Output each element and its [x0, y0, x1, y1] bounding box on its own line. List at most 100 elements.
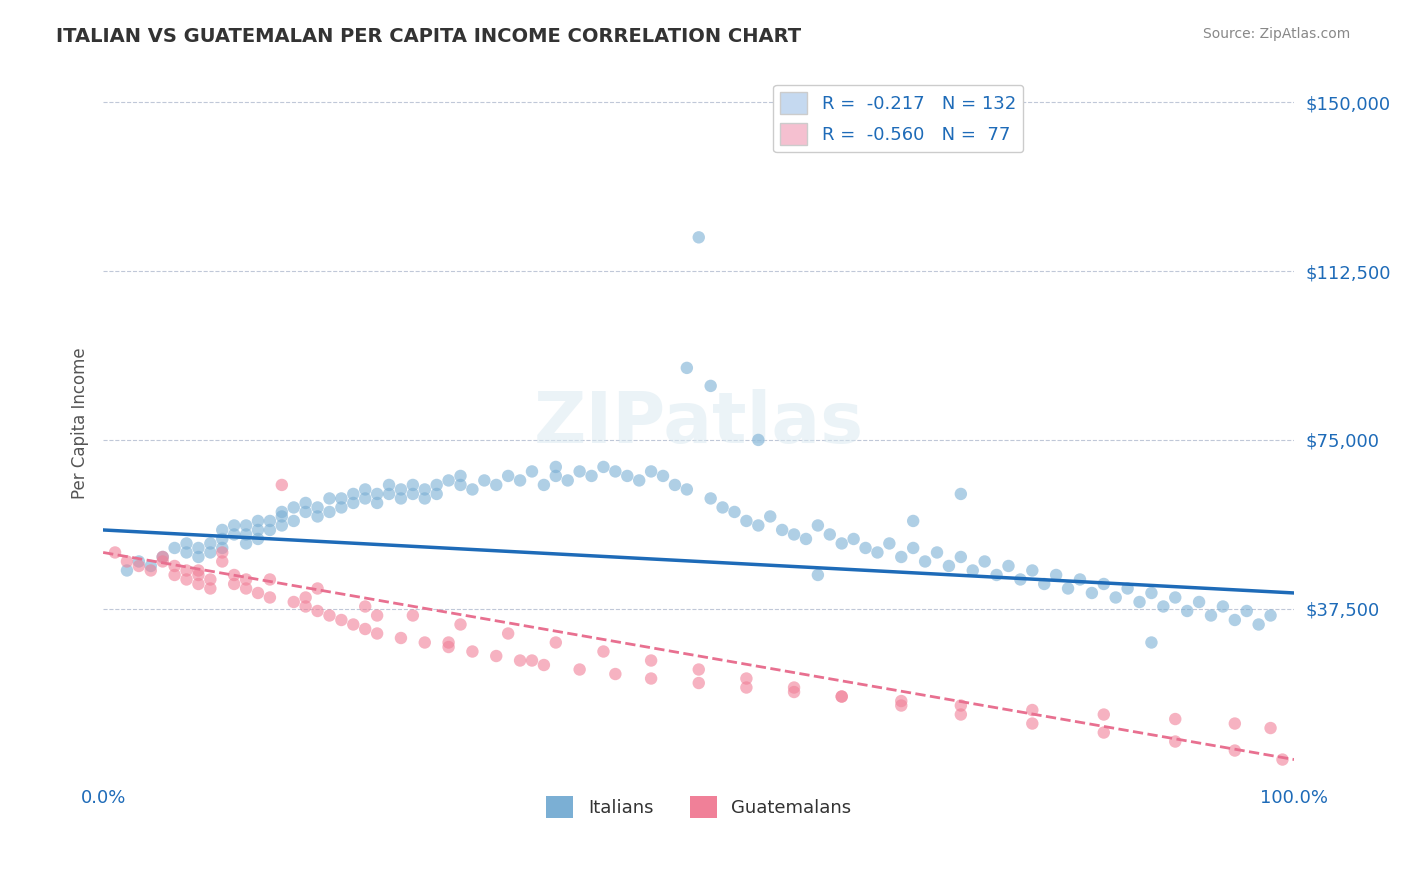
Text: ITALIAN VS GUATEMALAN PER CAPITA INCOME CORRELATION CHART: ITALIAN VS GUATEMALAN PER CAPITA INCOME …	[56, 27, 801, 45]
Point	[1069, 573, 1091, 587]
Point	[413, 635, 436, 649]
Point	[246, 523, 269, 537]
Point	[605, 465, 627, 479]
Point	[342, 496, 364, 510]
Point	[1164, 712, 1187, 726]
Point	[949, 707, 972, 722]
Point	[115, 564, 138, 578]
Point	[235, 573, 257, 587]
Point	[807, 568, 830, 582]
Point	[592, 644, 614, 658]
Point	[1092, 577, 1115, 591]
Point	[176, 545, 198, 559]
Point	[307, 500, 329, 515]
Point	[450, 617, 472, 632]
Point	[389, 631, 412, 645]
Point	[426, 487, 449, 501]
Point	[461, 483, 484, 497]
Point	[200, 536, 222, 550]
Point	[890, 694, 912, 708]
Point	[235, 536, 257, 550]
Point	[235, 527, 257, 541]
Point	[962, 564, 984, 578]
Point	[1045, 568, 1067, 582]
Point	[200, 582, 222, 596]
Point	[259, 573, 281, 587]
Point	[283, 500, 305, 515]
Point	[163, 558, 186, 573]
Point	[605, 667, 627, 681]
Point	[1236, 604, 1258, 618]
Point	[1021, 703, 1043, 717]
Point	[402, 608, 425, 623]
Point	[1092, 725, 1115, 739]
Point	[224, 568, 246, 582]
Point	[925, 545, 948, 559]
Point	[842, 532, 865, 546]
Point	[652, 469, 675, 483]
Point	[949, 698, 972, 713]
Point	[224, 527, 246, 541]
Point	[1081, 586, 1104, 600]
Point	[1260, 608, 1282, 623]
Point	[831, 690, 853, 704]
Point	[879, 536, 901, 550]
Point	[485, 478, 508, 492]
Point	[450, 478, 472, 492]
Point	[831, 536, 853, 550]
Point	[389, 491, 412, 506]
Point	[1057, 582, 1080, 596]
Point	[270, 509, 292, 524]
Point	[307, 582, 329, 596]
Point	[211, 523, 233, 537]
Point	[128, 558, 150, 573]
Point	[354, 599, 377, 614]
Point	[1033, 577, 1056, 591]
Point	[259, 523, 281, 537]
Point	[688, 663, 710, 677]
Point	[294, 505, 316, 519]
Point	[1152, 599, 1174, 614]
Point	[330, 613, 353, 627]
Point	[437, 474, 460, 488]
Point	[938, 558, 960, 573]
Point	[1175, 604, 1198, 618]
Point	[794, 532, 817, 546]
Point	[1188, 595, 1211, 609]
Point	[581, 469, 603, 483]
Point	[520, 465, 543, 479]
Point	[664, 478, 686, 492]
Point	[366, 487, 388, 501]
Point	[640, 672, 662, 686]
Text: ZIPatlas: ZIPatlas	[534, 389, 863, 458]
Point	[901, 541, 924, 555]
Point	[224, 577, 246, 591]
Point	[413, 483, 436, 497]
Point	[402, 487, 425, 501]
Point	[211, 532, 233, 546]
Point	[509, 474, 531, 488]
Point	[211, 554, 233, 568]
Point	[1140, 586, 1163, 600]
Point	[259, 514, 281, 528]
Point	[509, 653, 531, 667]
Point	[890, 549, 912, 564]
Point	[389, 483, 412, 497]
Point	[461, 644, 484, 658]
Point	[592, 459, 614, 474]
Point	[139, 564, 162, 578]
Point	[200, 573, 222, 587]
Point	[1199, 608, 1222, 623]
Point	[640, 653, 662, 667]
Point	[1010, 573, 1032, 587]
Point	[1212, 599, 1234, 614]
Point	[450, 469, 472, 483]
Point	[1247, 617, 1270, 632]
Point	[235, 518, 257, 533]
Point	[496, 469, 519, 483]
Point	[378, 478, 401, 492]
Point	[496, 626, 519, 640]
Point	[533, 478, 555, 492]
Point	[533, 658, 555, 673]
Point	[1128, 595, 1150, 609]
